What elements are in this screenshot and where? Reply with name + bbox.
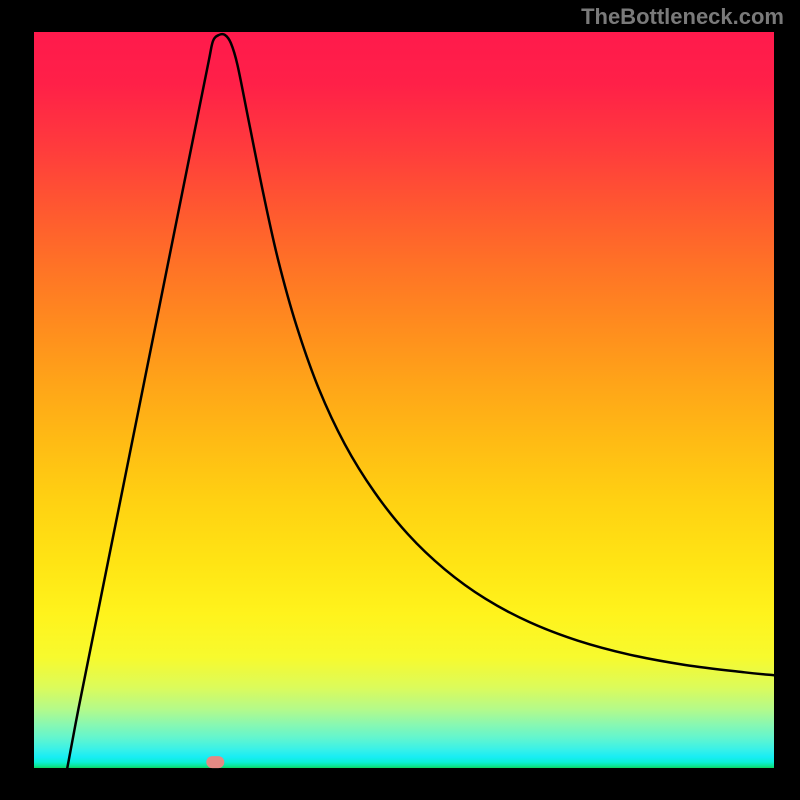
chart-svg (0, 0, 800, 800)
marker-dot (206, 756, 224, 768)
plot-background (34, 32, 774, 768)
chart-container: TheBottleneck.com (0, 0, 800, 800)
watermark-text: TheBottleneck.com (581, 4, 784, 30)
